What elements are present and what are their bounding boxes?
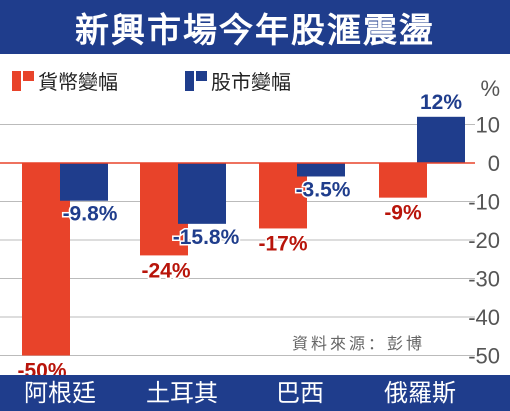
x-category-label: 土耳其 [146, 379, 218, 407]
bar-currency [379, 163, 427, 198]
data-label-currency: -24% [141, 259, 190, 282]
data-label-currency: -9% [384, 202, 422, 225]
data-label-stock: 12% [420, 91, 462, 114]
legend-item-stock: 股市變幅 [185, 66, 291, 95]
y-tick-label: -30 [468, 267, 500, 292]
x-category-label: 俄羅斯 [384, 379, 456, 407]
chart-plot: 10 0 -10 -20 -30 -40 -50% -50% -9.8% -24% -15.8% -1… [0, 76, 500, 376]
data-label-stock: -3.5% [296, 178, 351, 201]
legend-label-stock: 股市變幅 [211, 70, 291, 94]
chart-title: 新興市場今年股滙震盪 [75, 10, 435, 51]
x-axis-bar: 阿根廷 土耳其 巴西 俄羅斯 [0, 375, 510, 411]
bar-stock [297, 163, 345, 177]
legend-swatch-currency [12, 70, 34, 91]
x-category-label: 巴西 [276, 379, 324, 407]
data-label-currency: -17% [258, 232, 307, 255]
y-tick-label: -40 [468, 305, 500, 330]
source-note: 資料來源：彭博 [292, 334, 426, 353]
y-tick-label: -10 [468, 190, 500, 215]
data-label-stock: -15.8% [173, 226, 240, 249]
legend-label-currency: 貨幣變幅 [38, 70, 118, 94]
y-tick-label: 10 [476, 113, 500, 138]
x-category-label: 阿根廷 [24, 379, 96, 407]
data-label-currency: -50% [17, 360, 66, 376]
y-unit-label: % [480, 76, 500, 101]
bar-stock [178, 163, 226, 224]
y-tick-label: -20 [468, 228, 500, 253]
y-tick-label: 0 [488, 151, 500, 176]
bar-stock [417, 116, 465, 163]
legend-swatch-stock [185, 70, 207, 91]
legend-item-currency: 貨幣變幅 [12, 66, 118, 95]
data-label-stock: -9.8% [63, 203, 118, 226]
title-bar: 新興市場今年股滙震盪 [0, 0, 510, 54]
y-tick-label: -50 [468, 344, 500, 369]
bar-stock [60, 163, 108, 201]
